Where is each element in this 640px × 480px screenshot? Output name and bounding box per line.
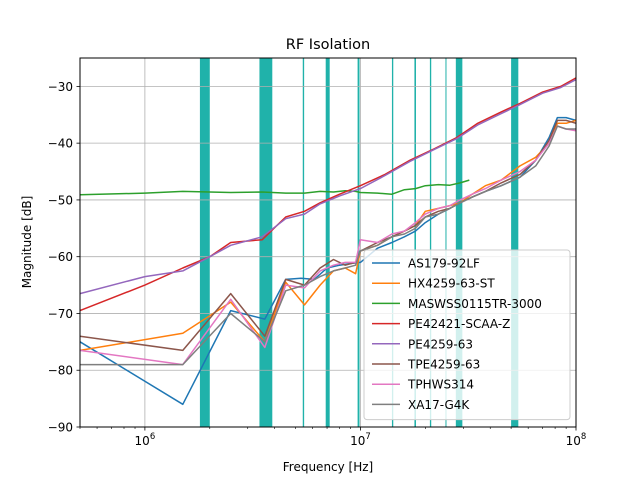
- legend-label: AS179-92LF: [408, 257, 480, 271]
- series-line-tphws314: [79, 125, 577, 366]
- x-tick-label: 106: [135, 432, 156, 448]
- series-line-tpe4259-63: [79, 119, 577, 352]
- chart-title: RF Isolation: [286, 37, 370, 53]
- legend-label: PE42421-SCAA-Z: [408, 317, 510, 331]
- highlight-band-1: [259, 58, 273, 427]
- plot-frame: [79, 57, 577, 428]
- series-line-pe42421-scaa-z: [79, 77, 577, 312]
- y-tick-label: −50: [48, 193, 73, 207]
- y-tick-label: −80: [48, 364, 73, 378]
- legend: AS179-92LF HX4259-63-ST MASWSS0115TR-3000 P…: [363, 249, 571, 421]
- highlight-band-10: [511, 58, 519, 427]
- y-tick-label: −30: [48, 80, 73, 94]
- series-lines: [79, 77, 577, 406]
- x-tick-label: 107: [350, 432, 371, 448]
- y-tick-label: −70: [48, 307, 73, 321]
- series-line-as179-92lf: [79, 116, 577, 406]
- legend-label: XA17-G4K: [408, 398, 470, 412]
- legend-label: TPHWS314: [407, 378, 474, 392]
- series-line-xa17-g4k: [80, 125, 576, 366]
- series-line-maswss0115tr-3000: [79, 179, 470, 196]
- x-tick-label: 108: [566, 432, 587, 448]
- x-axis-ticks: 106 107 108: [79, 427, 587, 448]
- x-axis-label: Frequency [Hz]: [283, 460, 374, 474]
- legend-label: HX4259-63-ST: [408, 277, 495, 291]
- legend-label: MASWSS0115TR-3000: [408, 297, 542, 311]
- legend-box: [363, 249, 571, 421]
- highlight-band-6: [414, 58, 416, 427]
- highlight-band-4: [357, 58, 360, 427]
- legend-label: TPE4259-63: [407, 358, 480, 372]
- y-axis-label: Magnitude [dB]: [20, 196, 34, 289]
- highlight-band-8: [445, 58, 447, 427]
- plot-area: [79, 57, 577, 428]
- highlight-band-9: [455, 58, 463, 427]
- y-tick-label: −60: [48, 250, 73, 264]
- highlight-band-2: [302, 58, 305, 427]
- y-tick-label: −40: [48, 137, 73, 151]
- y-tick-label: −90: [48, 421, 73, 435]
- highlight-band-0: [199, 58, 210, 427]
- highlight-band-3: [325, 58, 330, 427]
- series-line-pe4259-63: [79, 78, 577, 295]
- y-axis-ticks: −90 −80 −70 −60 −50 −40 −30: [48, 80, 80, 435]
- highlight-band-7: [429, 58, 432, 427]
- legend-label: PE4259-63: [408, 337, 473, 351]
